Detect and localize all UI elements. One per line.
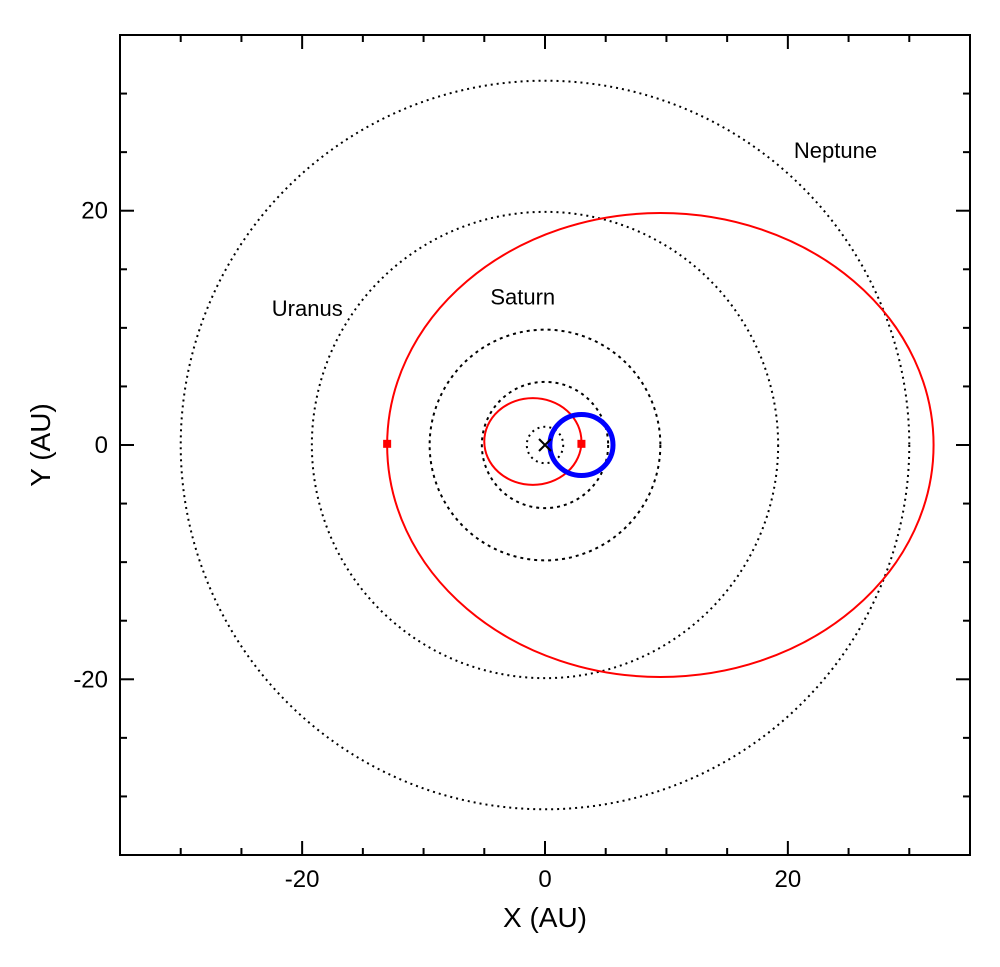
ytick-label: -20 <box>73 666 108 693</box>
annotation-uranus: Uranus <box>272 296 343 321</box>
plot-svg: Neptune Uranus Saturn -20 0 20 -20 0 20 X (AU) Y (… <box>0 0 1000 967</box>
orbit-plot: Neptune Uranus Saturn -20 0 20 -20 0 20 X (AU) Y (… <box>0 0 1000 967</box>
annotation-saturn: Saturn <box>490 284 555 309</box>
x-axis-title: X (AU) <box>503 902 587 933</box>
y-axis-title: Y (AU) <box>25 403 56 487</box>
xtick-label: -20 <box>285 866 320 893</box>
ytick-label: 0 <box>95 432 108 459</box>
xtick-label: 20 <box>775 866 802 893</box>
xtick-label: 0 <box>538 866 551 893</box>
ytick-label: 20 <box>81 198 108 225</box>
marker-point-0 <box>577 440 585 448</box>
marker-point-1 <box>383 440 391 448</box>
annotation-neptune: Neptune <box>794 138 877 163</box>
